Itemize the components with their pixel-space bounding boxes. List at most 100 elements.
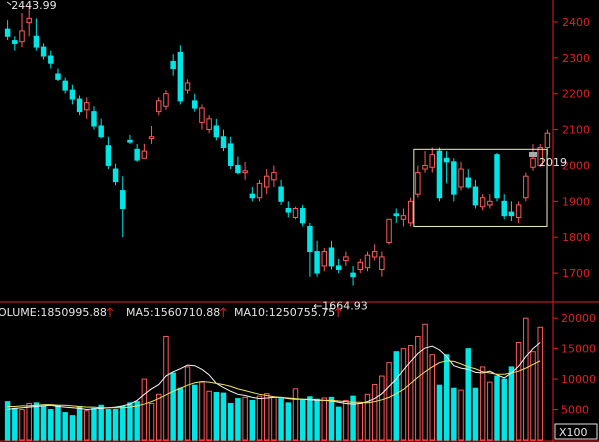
volume-bar (314, 398, 320, 441)
candle (307, 222, 313, 277)
candle-body (220, 136, 227, 149)
candle (84, 97, 90, 119)
candle (357, 258, 364, 274)
candle (19, 12, 25, 48)
volume-bar (321, 397, 328, 441)
volume-bar (177, 387, 184, 441)
volume-bar (508, 366, 515, 441)
volume-bar (501, 378, 507, 441)
candle (191, 93, 198, 112)
candle (515, 201, 522, 223)
volume-bar (415, 335, 421, 441)
volume-bar (443, 354, 450, 441)
candle-body (386, 218, 392, 244)
candle (120, 176, 126, 238)
candle-body (371, 251, 378, 258)
candle-body (235, 164, 241, 174)
volume-bar (451, 387, 457, 441)
candle-body (69, 89, 76, 100)
candle (227, 136, 234, 170)
candle-body (249, 193, 256, 199)
volume-unit-label: X100 (559, 426, 588, 439)
candle (393, 208, 399, 223)
volume-bar (328, 396, 335, 441)
candle-body (285, 208, 292, 213)
volume-tick-label: 20000 (561, 312, 596, 325)
candle (436, 147, 443, 202)
candle (501, 194, 507, 220)
candle-body (472, 186, 479, 206)
candle (127, 134, 133, 144)
candle-body (120, 190, 126, 210)
candle-body (271, 172, 277, 181)
candle (156, 97, 162, 116)
volume-bar (120, 406, 126, 441)
volume-bar (242, 396, 248, 441)
volume-bar (530, 351, 536, 441)
candle (163, 90, 169, 110)
volume-bar (163, 335, 169, 441)
candle (213, 118, 220, 141)
candle-body (422, 164, 428, 170)
candle-body (364, 254, 371, 269)
candle (371, 244, 378, 261)
candle (487, 194, 493, 209)
candle (350, 265, 356, 286)
candle-body (163, 93, 169, 107)
volume-bar (220, 392, 227, 441)
volume-bar (523, 317, 529, 441)
candle-body (451, 161, 457, 195)
volume-bar (26, 402, 32, 441)
candle-body (48, 55, 54, 64)
volume-bar (235, 398, 241, 441)
candle (415, 165, 421, 198)
price-tick-label: 1800 (562, 231, 590, 244)
price-tick-label: 1900 (562, 195, 590, 208)
candle-body (415, 172, 421, 195)
candle-body (400, 215, 407, 220)
candle (48, 50, 54, 69)
volume-bar (134, 401, 140, 441)
volume-bar (386, 362, 392, 441)
price-axis-ticks: 1700 1800 1900 2000 2100 2200 2300 2400 (553, 16, 590, 280)
candle-body (213, 125, 220, 138)
candle-body (494, 154, 500, 199)
candle (55, 68, 61, 82)
candle (494, 152, 500, 202)
volume-bar (33, 402, 40, 441)
candle (458, 161, 464, 191)
candle-body (515, 204, 522, 218)
candle-body (523, 175, 529, 199)
candle-body (105, 145, 112, 166)
candle (314, 240, 320, 277)
candle (256, 179, 263, 202)
volume-bar (127, 402, 133, 441)
volume-tick-label: 10000 (561, 373, 596, 386)
candle (299, 204, 306, 227)
candle (465, 169, 471, 189)
volume-bar (487, 381, 493, 441)
candle-body (343, 256, 349, 262)
volume-bar (148, 402, 155, 441)
volume-bar (371, 384, 378, 441)
candle (537, 143, 543, 168)
volume-bar (400, 348, 407, 441)
volume-bar (62, 412, 68, 441)
candle (379, 251, 385, 277)
volume-bar (98, 404, 104, 441)
volume-bar (91, 407, 97, 441)
volume-bar (494, 375, 500, 441)
candle-body (292, 208, 299, 218)
candle-body (19, 30, 25, 43)
candle-body (544, 132, 551, 149)
volume-bar (199, 381, 205, 441)
volume-bar (271, 396, 277, 441)
candle (40, 43, 47, 60)
candle-body (508, 211, 515, 217)
ma10-line (7, 360, 541, 409)
current-price-label: 2019 (539, 156, 567, 169)
candle-body (256, 182, 263, 199)
candle-body (379, 256, 385, 271)
